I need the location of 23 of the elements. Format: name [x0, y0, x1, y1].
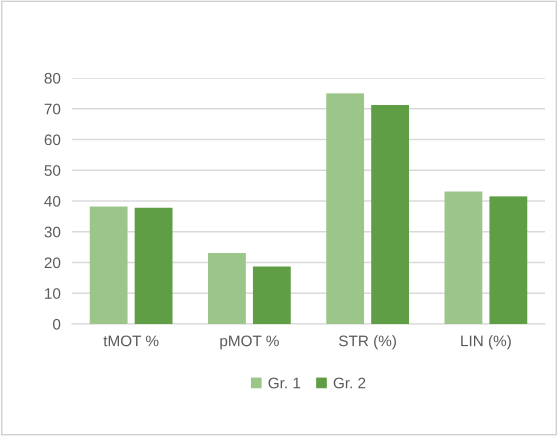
bar: [444, 191, 482, 324]
y-tick-label: 40: [44, 196, 60, 207]
x-tick-label: tMOT %: [103, 336, 158, 346]
bar: [208, 252, 246, 324]
y-tick-label: 70: [44, 104, 60, 114]
y-tick-label: 80: [44, 72, 60, 84]
y-tick-label: 10: [45, 288, 60, 299]
bar: [90, 206, 128, 324]
y-tick-label: 30: [44, 226, 60, 238]
bar: [252, 266, 291, 324]
bar: [134, 208, 173, 324]
x-tick-label: pMOT %: [220, 336, 279, 350]
legend-label: Gr. 1: [268, 378, 300, 388]
legend-label: Gr. 2: [334, 378, 366, 388]
y-tick-label: 50: [44, 165, 60, 176]
x-tick-label: LIN (%): [461, 335, 511, 350]
bar: [371, 105, 410, 324]
y-tick-label: 60: [44, 134, 60, 146]
bar: [326, 93, 364, 324]
bar: [489, 196, 528, 324]
x-tick-label: STR (%): [339, 335, 396, 350]
y-tick-label: 0: [52, 318, 60, 330]
y-tick-label: 20: [44, 257, 60, 268]
